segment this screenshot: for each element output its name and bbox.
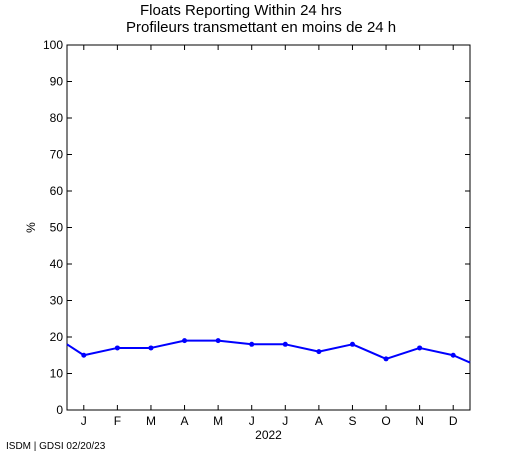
y-tick-label: 100 — [43, 38, 63, 52]
y-tick-label: 0 — [56, 403, 63, 417]
series-group — [66, 338, 471, 364]
x-tick-label: M — [146, 414, 156, 428]
y-tick-label: 50 — [50, 221, 64, 235]
y-tick-label: 30 — [50, 294, 64, 308]
x-tick-label: A — [181, 414, 189, 428]
y-axis: 0 10 20 30 40 50 60 70 80 90 100 — [43, 38, 470, 417]
data-point — [81, 352, 87, 358]
y-tick-label: 80 — [50, 111, 64, 125]
y-axis-label: % — [24, 222, 38, 233]
data-point — [114, 345, 120, 351]
data-point — [282, 341, 288, 347]
data-point — [182, 338, 188, 344]
x-tick-label: O — [381, 414, 390, 428]
y-tick-label: 70 — [50, 148, 64, 162]
y-tick-label: 40 — [50, 257, 64, 271]
data-point — [349, 341, 355, 347]
x-tick-label: M — [213, 414, 223, 428]
data-point — [383, 356, 389, 362]
y-tick-label: 20 — [50, 330, 64, 344]
data-point — [249, 341, 255, 347]
x-tick-label: J — [249, 414, 255, 428]
y-tick-label: 10 — [50, 367, 64, 381]
data-point — [450, 352, 456, 358]
chart-title: Floats Reporting Within 24 hrs — [140, 2, 342, 19]
y-tick-label: 60 — [50, 184, 64, 198]
x-axis-label: 2022 — [255, 428, 282, 442]
y-tick-label: 90 — [50, 75, 64, 89]
x-tick-label: J — [282, 414, 288, 428]
data-point — [148, 345, 154, 351]
x-tick-label: J — [81, 414, 87, 428]
data-point — [316, 349, 322, 355]
x-tick-label: N — [415, 414, 424, 428]
data-point — [417, 345, 423, 351]
chart-subtitle: Profileurs transmettant en moins de 24 h — [126, 19, 397, 36]
data-point — [215, 338, 221, 344]
x-tick-label: S — [348, 414, 356, 428]
x-tick-label: F — [114, 414, 121, 428]
x-tick-label: D — [449, 414, 458, 428]
footer-credit: ISDM | GDSI 02/20/23 — [6, 441, 106, 452]
plot-frame — [66, 44, 471, 411]
series-line — [66, 339, 471, 364]
x-tick-label: A — [315, 414, 323, 428]
